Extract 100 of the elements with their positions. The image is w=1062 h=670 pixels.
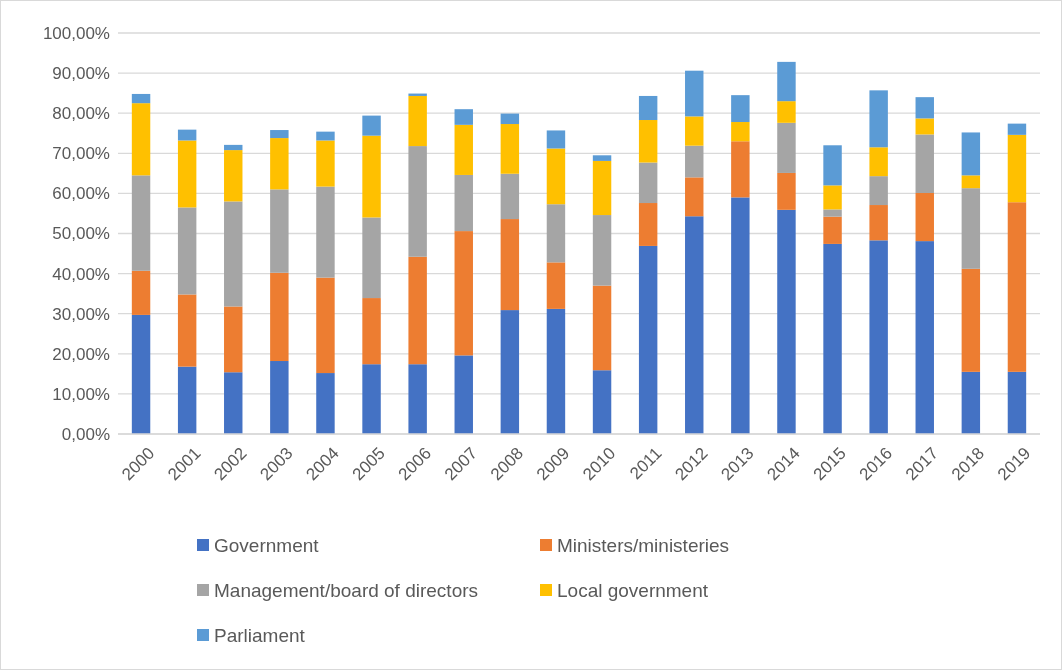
bar <box>685 216 704 434</box>
bar <box>454 231 473 356</box>
bar <box>1007 123 1027 135</box>
bar <box>961 188 981 269</box>
bar <box>1007 202 1027 372</box>
bar <box>270 272 289 362</box>
y-tick-label: 80,00% <box>52 104 110 124</box>
bar <box>685 116 704 146</box>
bar <box>1007 371 1027 434</box>
bar <box>961 371 981 434</box>
legend-label: Management/board of directors <box>214 579 479 601</box>
bar <box>592 370 612 434</box>
bar <box>454 109 473 125</box>
bar <box>777 122 796 173</box>
bar <box>638 120 658 163</box>
bar <box>224 306 243 373</box>
bar <box>362 364 381 434</box>
bar <box>362 115 381 136</box>
bar <box>177 129 197 141</box>
bar <box>131 93 151 104</box>
bar <box>823 243 842 434</box>
legend-label: Ministers/ministeries <box>557 534 730 556</box>
bar <box>823 209 842 217</box>
bar <box>731 95 750 123</box>
bar <box>915 193 934 242</box>
bar <box>546 262 566 309</box>
y-tick-label: 60,00% <box>52 184 110 204</box>
bar <box>685 177 704 217</box>
y-tick-label: 30,00% <box>52 304 110 324</box>
bar <box>270 130 289 139</box>
bar <box>915 134 934 193</box>
bar <box>362 217 381 299</box>
y-tick-label: 50,00% <box>52 224 110 244</box>
y-tick-label: 90,00% <box>52 64 110 84</box>
bar <box>454 174 473 232</box>
bar <box>408 95 427 147</box>
legend-label: Local government <box>557 579 709 601</box>
bar <box>500 124 520 174</box>
bar <box>316 186 335 278</box>
bar <box>546 204 566 263</box>
bar <box>454 355 473 434</box>
bar <box>270 361 289 434</box>
y-tick-label: 100,00% <box>42 23 110 43</box>
bar <box>638 162 658 204</box>
bar <box>915 241 934 434</box>
bar <box>408 146 427 257</box>
y-tick-label: 0,00% <box>61 424 110 444</box>
bar <box>546 148 566 205</box>
bar <box>1007 134 1027 203</box>
bar <box>316 140 335 187</box>
bar <box>777 61 796 102</box>
bar <box>500 219 520 311</box>
bar <box>177 140 197 208</box>
bar <box>316 373 335 434</box>
bar <box>961 132 981 176</box>
bar <box>362 298 381 365</box>
y-tick-label: 10,00% <box>52 384 110 404</box>
bar <box>131 270 151 315</box>
bar <box>869 147 888 177</box>
bar <box>224 150 243 202</box>
bar <box>500 113 520 125</box>
bar <box>546 308 566 434</box>
bar <box>731 122 750 142</box>
bar <box>270 138 289 190</box>
y-tick-label: 70,00% <box>52 144 110 164</box>
bar <box>500 173 520 220</box>
bar <box>823 216 842 244</box>
legend-label: Parliament <box>214 624 306 646</box>
bar <box>592 215 612 286</box>
bar <box>638 95 658 121</box>
bar <box>224 201 243 307</box>
bar <box>638 203 658 246</box>
bar <box>823 185 842 210</box>
bar <box>131 175 151 271</box>
bar <box>316 277 335 374</box>
bar <box>731 197 750 434</box>
bar <box>685 70 704 117</box>
bar <box>362 135 381 218</box>
bar <box>316 131 335 141</box>
bar <box>546 130 566 149</box>
bar <box>777 209 796 434</box>
bar <box>777 101 796 123</box>
bar <box>777 172 796 210</box>
bar <box>177 294 197 367</box>
y-tick-label: 40,00% <box>52 264 110 284</box>
bar <box>869 90 888 148</box>
bar <box>915 118 934 135</box>
bar <box>961 268 981 372</box>
bar <box>869 176 888 206</box>
bar <box>961 175 981 189</box>
bar <box>408 364 427 434</box>
y-tick-label: 20,00% <box>52 344 110 364</box>
bar <box>869 240 888 434</box>
bar <box>177 207 197 295</box>
bar <box>869 205 888 241</box>
bar <box>224 144 243 151</box>
bar <box>915 97 934 119</box>
bar <box>638 245 658 434</box>
bar <box>592 160 612 216</box>
bar <box>270 189 289 273</box>
